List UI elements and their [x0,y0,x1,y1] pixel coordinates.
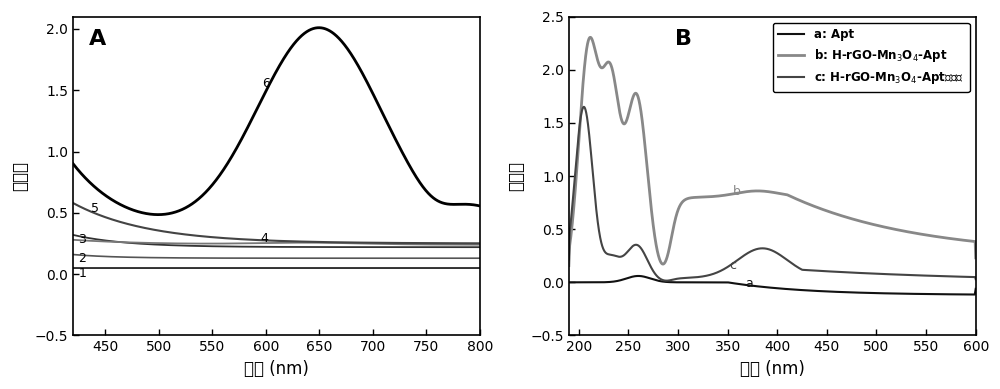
Text: 5: 5 [91,202,99,215]
Text: b: b [733,185,740,198]
Text: A: A [89,29,107,49]
Y-axis label: 吸光度: 吸光度 [11,161,29,191]
Text: c: c [730,259,737,272]
Text: 3: 3 [78,233,86,247]
Y-axis label: 吸光度: 吸光度 [507,161,525,191]
X-axis label: 波长 (nm): 波长 (nm) [740,360,805,378]
X-axis label: 波长 (nm): 波长 (nm) [244,360,309,378]
Legend: a: Apt, b: H-rGO-Mn$_3$O$_4$-Apt, c: H-rGO-Mn$_3$O$_4$-Apt上清液: a: Apt, b: H-rGO-Mn$_3$O$_4$-Apt, c: H-r… [773,23,970,92]
Text: 6: 6 [263,77,270,89]
Text: a: a [745,277,753,289]
Text: 2: 2 [78,252,86,265]
Text: B: B [675,29,692,49]
Text: 1: 1 [78,266,86,280]
Text: 4: 4 [260,232,268,245]
